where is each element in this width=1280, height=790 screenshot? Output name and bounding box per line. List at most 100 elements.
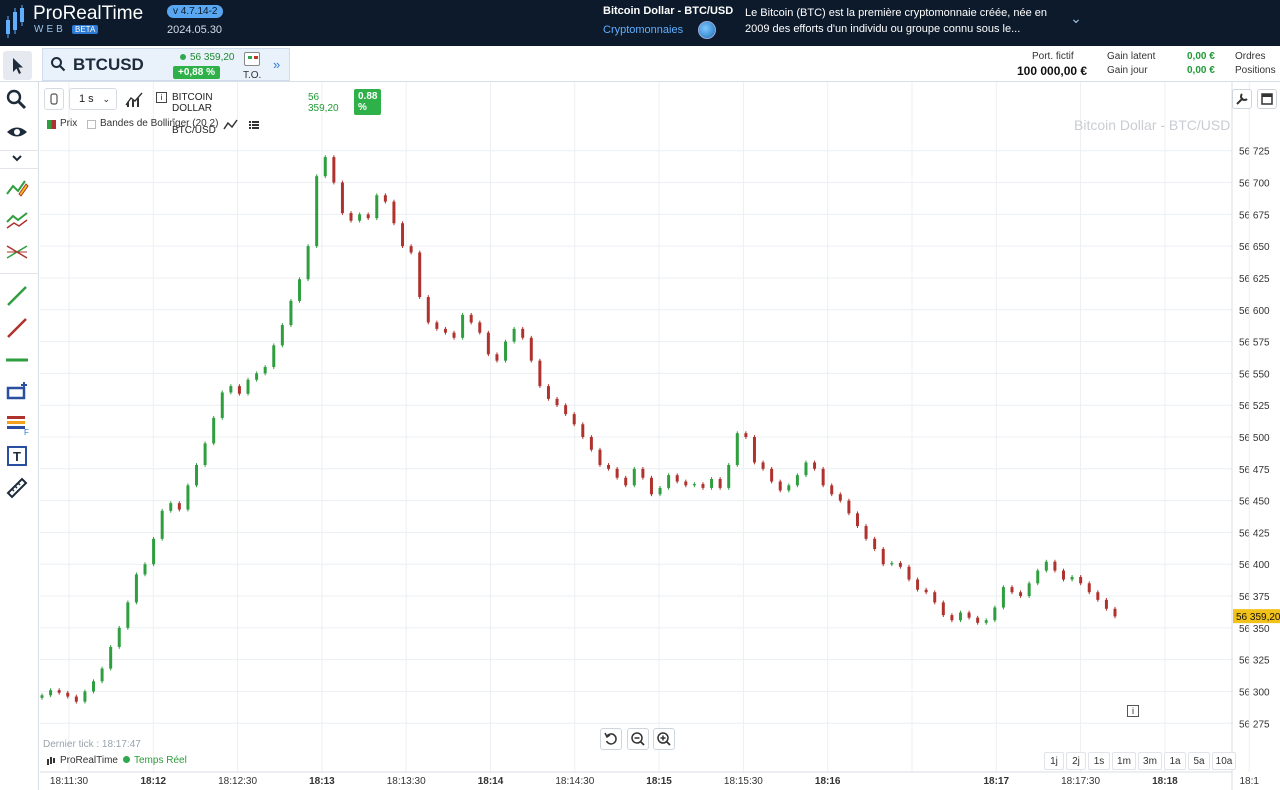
chevron-down-icon[interactable]	[5, 152, 29, 166]
price-chart[interactable]: 56 725 56 700 56 675 56 650 56 625 56 600 56 5…	[40, 82, 1280, 790]
candle-body	[289, 300, 293, 326]
top-bar: ProRealTime WEB BETA v 4.7.14-2 2024.05.…	[0, 0, 1280, 46]
timeframe-select[interactable]: 1 s ⌄	[69, 88, 117, 110]
gain-latent-value: 0,00 €	[1187, 51, 1215, 62]
add-indicator-icon[interactable]	[223, 117, 239, 133]
live-dot-icon	[180, 54, 186, 60]
rectangle-tool-icon[interactable]	[5, 380, 29, 404]
candle-body	[598, 449, 602, 465]
candle-body	[169, 503, 173, 511]
candle-body	[804, 462, 808, 476]
candle-body	[658, 487, 662, 495]
candle-body	[74, 696, 78, 702]
trendlines-icon[interactable]	[5, 208, 29, 232]
zoom-tool-icon[interactable]	[5, 88, 29, 112]
red-line-tool-icon[interactable]	[5, 316, 29, 340]
list-icon[interactable]	[247, 118, 261, 132]
candle-body	[958, 612, 962, 621]
period-button-1m[interactable]: 1m	[1112, 752, 1136, 770]
candle-body	[778, 481, 782, 491]
candle-body	[246, 379, 250, 394]
candle-body	[761, 462, 765, 469]
period-button-3m[interactable]: 3m	[1138, 752, 1162, 770]
green-line-tool-icon[interactable]	[5, 284, 29, 308]
order-ticket-icon[interactable]	[244, 52, 260, 66]
instrument-name: Bitcoin Dollar - BTC/USD	[603, 5, 734, 17]
positions-link[interactable]: Positions	[1235, 65, 1276, 76]
portfolio-value: 100 000,00 €	[1017, 64, 1088, 78]
expand-icon[interactable]: »	[273, 57, 281, 72]
pencil-indicator-icon[interactable]	[5, 176, 29, 200]
y-tick-label: 56 325	[1239, 656, 1270, 667]
bollinger-legend-label[interactable]: Bandes de Bollinger (20 2)	[100, 118, 219, 129]
text-tool-icon[interactable]: T	[5, 444, 29, 468]
orders-link[interactable]: Ordres	[1235, 51, 1266, 62]
eye-icon[interactable]	[5, 120, 29, 144]
candle-body	[924, 589, 928, 593]
price-legend-label[interactable]: Prix	[60, 118, 78, 129]
info-icon[interactable]: i	[156, 92, 167, 103]
pointer-tool-button[interactable]	[3, 51, 32, 80]
candle-body	[272, 345, 276, 368]
instrument-category[interactable]: Cryptomonnaies	[603, 24, 684, 36]
y-tick-label: 56 500	[1239, 433, 1270, 444]
candle-body	[890, 562, 894, 565]
y-tick-label: 56 725	[1239, 147, 1270, 158]
candle-body	[306, 246, 310, 280]
y-tick-label: 56 600	[1239, 306, 1270, 317]
candle-body	[821, 468, 825, 486]
zoom-in-icon[interactable]	[653, 728, 675, 750]
realtime-label: Temps Réel	[134, 755, 187, 766]
chevron-down-icon[interactable]: ⌄	[1070, 10, 1082, 26]
svg-text:T: T	[13, 449, 21, 464]
period-button-1j[interactable]: 1j	[1044, 752, 1064, 770]
order-ticket-label[interactable]: T.O.	[243, 70, 262, 81]
candle-body	[967, 612, 971, 618]
candle-body	[555, 398, 559, 406]
info-icon[interactable]: i	[1127, 705, 1139, 717]
channel-icon[interactable]	[5, 240, 29, 264]
candle-body	[504, 341, 508, 361]
candle-body	[564, 405, 568, 415]
candle-body	[263, 367, 267, 374]
candle-body	[315, 176, 319, 247]
candle-body	[1104, 599, 1108, 609]
candle-body	[735, 433, 739, 465]
period-button-5a[interactable]: 5a	[1188, 752, 1210, 770]
period-button-1a[interactable]: 1a	[1164, 752, 1186, 770]
period-button-2j[interactable]: 2j	[1066, 752, 1086, 770]
candle-body	[589, 437, 593, 450]
reset-zoom-icon[interactable]	[600, 728, 622, 750]
candle-body	[684, 481, 688, 486]
footer-brand-name: ProRealTime	[60, 755, 118, 766]
window-icon[interactable]	[1257, 89, 1277, 109]
period-button-10a[interactable]: 10a	[1212, 752, 1236, 770]
zoom-out-icon[interactable]	[627, 728, 649, 750]
horizontal-line-tool-icon[interactable]	[5, 348, 29, 372]
bollinger-checkbox[interactable]	[87, 120, 96, 129]
y-tick-label: 56 625	[1239, 274, 1270, 285]
candle-body	[340, 182, 344, 214]
candle-body	[950, 615, 954, 621]
chart-area[interactable]: 56 725 56 700 56 675 56 650 56 625 56 600 56 5…	[40, 82, 1280, 790]
timeframe-value: 1 s	[79, 93, 94, 105]
chart-drag-handle[interactable]	[44, 88, 64, 110]
candle-body	[933, 592, 937, 603]
candle-body	[1061, 570, 1065, 580]
symbol-search-box[interactable]: BTCUSD 56 359,20 +0,88 % T.O. »	[42, 48, 290, 81]
current-price-marker	[1233, 609, 1280, 624]
candle-body	[255, 373, 259, 380]
candle-body	[426, 297, 430, 323]
candle-body	[649, 477, 653, 495]
version-badge[interactable]: v 4.7.14-2	[167, 5, 224, 18]
symbol-change-badge: +0,88 %	[173, 66, 220, 79]
wrench-icon[interactable]	[1232, 89, 1252, 109]
symbol-price-value: 56 359,20	[190, 52, 235, 63]
fibonacci-tool-icon[interactable]: F	[5, 412, 29, 436]
candle-body	[864, 526, 868, 539]
ruler-icon[interactable]	[5, 476, 29, 500]
x-tick-label: 18:12:30	[218, 776, 257, 787]
period-button-1s[interactable]: 1s	[1088, 752, 1110, 770]
beta-badge: BETA	[72, 25, 99, 34]
chart-type-icon[interactable]	[124, 89, 146, 109]
